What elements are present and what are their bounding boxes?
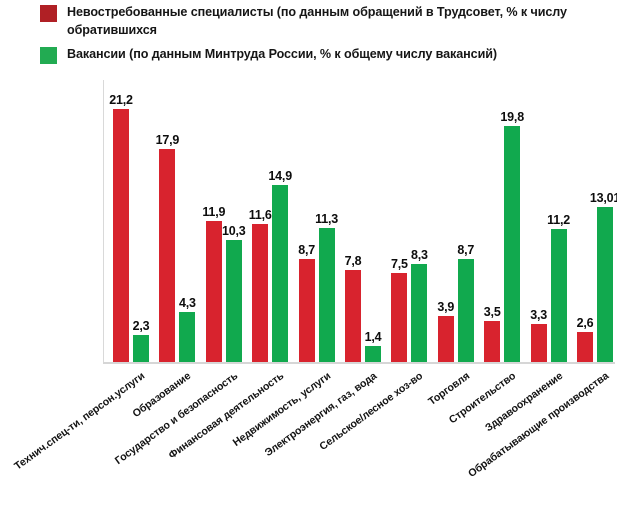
bar-value-label: 10,3: [222, 223, 246, 238]
bar-value-label: 7,8: [344, 253, 362, 268]
bar-value-label: 8,7: [298, 242, 315, 257]
bar-unclaimed-specialists[interactable]: 3,9: [437, 300, 454, 363]
bar-group: 3,9 8,7: [437, 80, 474, 363]
bar-value-label: 7,5: [391, 257, 408, 272]
legend-entry-vacancies: Вакансии (по данным Минтруда России, % к…: [0, 46, 617, 64]
bar-value-label: 8,3: [411, 247, 428, 262]
bar-group: 17,9 4,3: [156, 80, 196, 363]
bar-value-label: 21,2: [109, 93, 133, 108]
bar-value-label: 8,7: [457, 242, 475, 257]
x-axis-label-text: Здравоохранение: [482, 370, 565, 435]
bar-vacancies[interactable]: 1,4: [365, 330, 382, 363]
bar-unclaimed-specialists[interactable]: 3,5: [484, 305, 501, 363]
bar-unclaimed-specialists[interactable]: 8,7: [298, 243, 315, 363]
legend-label-vacancies: Вакансии (по данным Минтруда России, % к…: [67, 46, 497, 61]
legend-swatch-green-icon: [40, 46, 57, 64]
bar-group: 3,3 11,2: [530, 80, 570, 363]
bar-group: 2,6 13,01: [577, 80, 617, 363]
bar-unclaimed-specialists[interactable]: 17,9: [156, 133, 179, 363]
bar-value-label: 11,6: [248, 208, 272, 223]
x-axis-category-labels: Технич.спец-ти, персон.услуги Образование…: [0, 364, 617, 516]
bar-vacancies[interactable]: 14,9: [268, 169, 292, 363]
chart-legend: Невостребованные специалисты (по данным …: [0, 0, 617, 70]
bar-vacancies[interactable]: 19,8: [500, 110, 524, 363]
bar-group: 21,2 2,3: [109, 80, 150, 363]
bar-vacancies[interactable]: 4,3: [179, 296, 196, 363]
bar-vacancies[interactable]: 8,3: [411, 248, 428, 363]
bar-value-label: 2,6: [576, 315, 594, 330]
bar-value-label: 19,8: [500, 110, 524, 124]
bar-value-label: 3,5: [483, 305, 501, 320]
bar-value-label: 1,4: [364, 330, 382, 345]
bar-value-label: 17,9: [155, 132, 180, 147]
bar-unclaimed-specialists[interactable]: 11,9: [202, 205, 225, 363]
bar-unclaimed-specialists[interactable]: 7,5: [391, 257, 408, 363]
bar-vacancies[interactable]: 2,3: [133, 319, 150, 363]
bar-unclaimed-specialists[interactable]: 21,2: [109, 93, 133, 363]
bar-group: 3,5 19,8: [484, 80, 524, 363]
bar-vacancies[interactable]: 11,2: [547, 213, 570, 363]
legend-label-unclaimed-specialists: Невостребованные специалисты (по данным …: [67, 5, 567, 37]
bar-value-label: 11,3: [315, 211, 339, 226]
bar-unclaimed-specialists[interactable]: 3,3: [530, 308, 547, 363]
bar-group: 11,9 10,3: [202, 80, 246, 363]
bar-group: 7,8 1,4: [345, 80, 382, 363]
bar-vacancies[interactable]: 10,3: [222, 224, 246, 363]
bar-unclaimed-specialists[interactable]: 11,6: [249, 208, 272, 363]
x-axis-line: [103, 362, 615, 364]
bar-value-label: 11,2: [547, 212, 571, 227]
bar-group: 7,5 8,3: [391, 80, 428, 363]
bar-value-label: 3,3: [530, 307, 547, 322]
bar-value-label: 2,3: [132, 319, 150, 334]
bar-value-label: 3,9: [437, 300, 455, 315]
bar-vacancies[interactable]: 13,01: [590, 191, 617, 363]
bar-value-label: 11,9: [202, 204, 226, 219]
bar-vacancies[interactable]: 8,7: [457, 243, 474, 363]
bar-unclaimed-specialists[interactable]: 2,6: [577, 316, 594, 363]
bar-unclaimed-specialists[interactable]: 7,8: [345, 254, 362, 363]
bar-value-label: 4,3: [179, 295, 196, 310]
bar-value-label: 14,9: [268, 168, 292, 183]
plot-area: 21,2 2,3 17,9 4,3 11,9 10,3 11,6 14,9 8,7 11,3 7,8…: [103, 80, 617, 363]
legend-swatch-red-icon: [40, 5, 57, 22]
bar-vacancies[interactable]: 11,3: [315, 212, 338, 363]
bar-value-label: 13,01: [589, 191, 617, 206]
legend-entry-unclaimed-specialists: Невостребованные специалисты (по данным …: [0, 4, 617, 40]
bar-group: 11,6 14,9: [249, 80, 292, 363]
bar-group: 8,7 11,3: [298, 80, 338, 363]
